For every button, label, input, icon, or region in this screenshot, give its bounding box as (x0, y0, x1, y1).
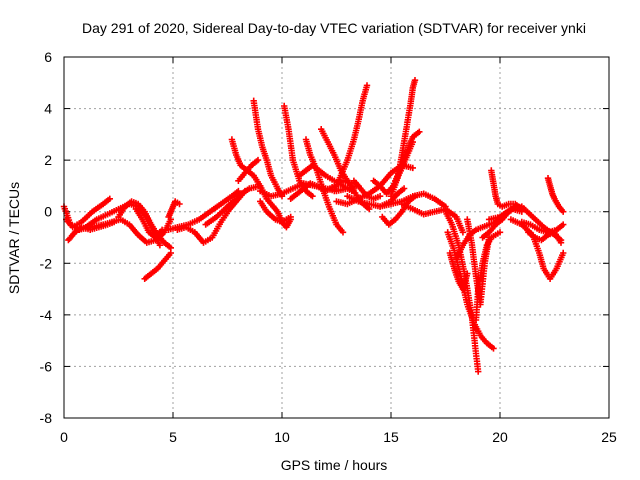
data-point-markers (115, 198, 174, 251)
x-tick-label: 0 (60, 429, 68, 445)
x-tick-label: 20 (492, 429, 508, 445)
grid-lines (64, 57, 609, 418)
y-tick-label: 4 (44, 101, 52, 117)
series-sat-21 (302, 136, 347, 236)
x-axis-label: GPS time / hours (281, 457, 388, 473)
series-sat-05 (115, 198, 174, 251)
data-point-markers (202, 182, 264, 228)
data-point-markers (132, 205, 166, 241)
data-point-markers (270, 203, 294, 231)
series-sat-14 (250, 97, 286, 200)
data-point-markers (446, 249, 471, 293)
data-point-markers (302, 136, 347, 236)
series-sat-38 (472, 229, 504, 324)
data-point-markers (392, 128, 423, 184)
series-sat-43 (518, 218, 567, 236)
y-tick-label: 0 (44, 204, 52, 220)
series-sat-13 (235, 156, 262, 184)
y-axis-label: SDTVAR / TECUs (6, 182, 22, 294)
series-sat-42 (507, 216, 567, 282)
y-tick-label: -4 (40, 307, 53, 323)
y-tick-label: -6 (40, 358, 53, 374)
data-point-markers (281, 102, 316, 200)
y-tick-label: -2 (40, 255, 53, 271)
series-sat-45 (525, 229, 565, 246)
series-sat-35 (446, 249, 471, 293)
series-sat-11 (202, 182, 264, 228)
x-tick-label: 25 (601, 429, 617, 445)
data-point-markers (398, 200, 467, 236)
series-sat-32 (398, 200, 467, 236)
data-point-markers (165, 198, 183, 221)
data-point-markers (472, 229, 504, 324)
series-sat-18 (281, 102, 316, 200)
series-sat-26 (350, 177, 384, 202)
chart-title: Day 291 of 2020, Sidereal Day-to-day VTE… (82, 20, 586, 36)
series-sat-23 (331, 82, 371, 195)
plot-frame (63, 56, 610, 419)
plot-area (60, 77, 567, 375)
series-sat-30 (392, 128, 423, 184)
y-tick-label: 6 (44, 49, 52, 65)
data-point-markers (141, 249, 174, 282)
data-point-markers (250, 97, 286, 200)
x-tick-label: 15 (383, 429, 399, 445)
series-sat-06 (132, 205, 166, 241)
data-point-markers (63, 195, 113, 231)
x-tick-label: 10 (274, 429, 290, 445)
series-sat-17 (270, 203, 294, 231)
data-point-markers (235, 156, 262, 184)
series-sat-07 (141, 249, 174, 282)
series-sat-22 (318, 126, 373, 213)
data-point-markers (350, 177, 384, 202)
data-point-markers (525, 229, 565, 246)
data-point-markers (544, 175, 567, 215)
y-tick-label: -8 (40, 410, 53, 426)
x-tick-label: 5 (169, 429, 177, 445)
series-sat-02 (63, 195, 113, 231)
series-sat-08 (165, 198, 183, 221)
data-point-markers (331, 82, 371, 195)
series-sat-44 (544, 175, 567, 215)
y-tick-label: 2 (44, 152, 52, 168)
